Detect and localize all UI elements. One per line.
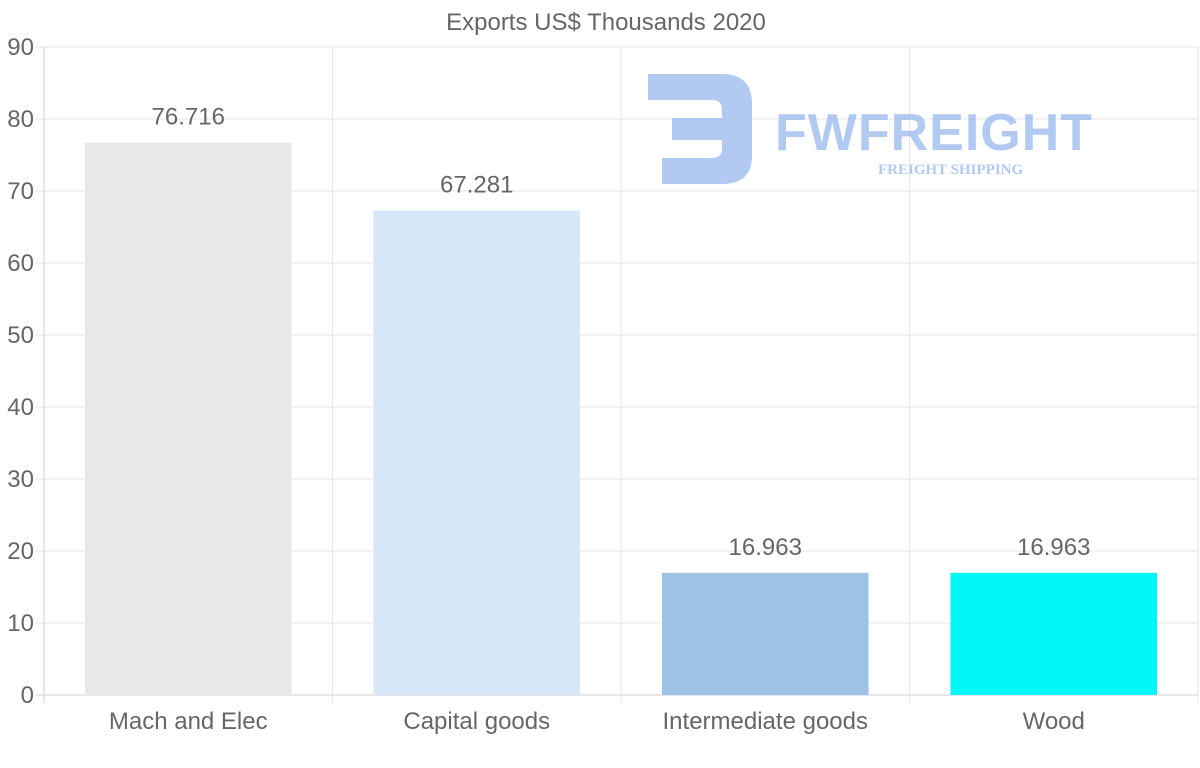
bar-intermediate-goods[interactable] <box>661 572 869 695</box>
bar-mach-and-elec[interactable] <box>84 142 292 696</box>
y-tick-label: 70 <box>7 178 34 205</box>
y-tick-label: 60 <box>7 250 34 277</box>
y-axis: 0 10 20 30 40 50 60 70 80 90 <box>7 34 34 709</box>
bar-capital-goods[interactable] <box>373 210 581 696</box>
bar-wood[interactable] <box>950 572 1158 695</box>
y-tick-label: 90 <box>7 34 34 61</box>
y-tick-label: 40 <box>7 394 34 421</box>
x-axis: Mach and Elec Capital goods Intermediate g… <box>109 708 1085 735</box>
y-tick-label: 80 <box>7 106 34 133</box>
y-tick-label: 10 <box>7 610 34 637</box>
chart-title: Exports US$ Thousands 2020 <box>446 9 766 36</box>
bar-value-label: 76.716 <box>152 104 225 131</box>
watermark-logo: FWFREIGHT FREIGHT SHIPPING <box>648 74 1093 184</box>
bar-value-label: 67.281 <box>440 172 513 199</box>
y-tick-label: 30 <box>7 466 34 493</box>
watermark-tagline: FREIGHT SHIPPING <box>878 162 1023 178</box>
watermark-brand: FWFREIGHT <box>775 104 1093 162</box>
y-tick-label: 50 <box>7 322 34 349</box>
x-category-label: Capital goods <box>403 708 550 735</box>
y-tick-label: 20 <box>7 538 34 565</box>
watermark-emblem-icon <box>648 74 752 184</box>
bars <box>84 142 1158 696</box>
value-labels: 76.716 67.281 16.963 16.963 <box>152 104 1091 561</box>
bar-value-label: 16.963 <box>1017 534 1090 561</box>
y-tick-label: 0 <box>21 682 34 709</box>
x-category-label: Intermediate goods <box>663 708 868 735</box>
x-category-label: Wood <box>1023 708 1085 735</box>
bar-value-label: 16.963 <box>729 534 802 561</box>
x-category-label: Mach and Elec <box>109 708 268 735</box>
